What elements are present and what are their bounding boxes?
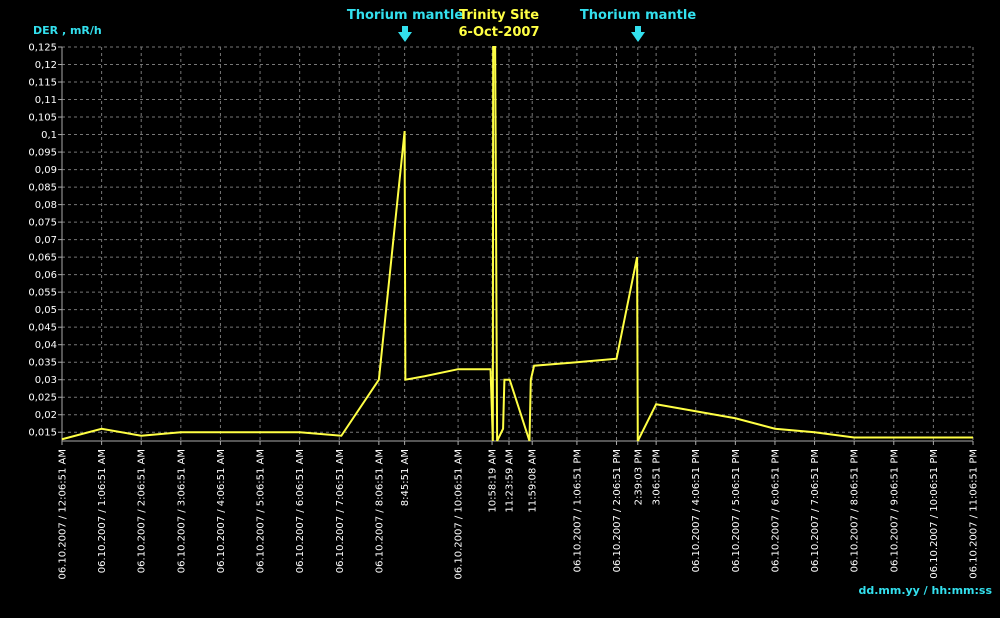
y-tick-label: 0,05 [35,305,57,316]
x-tick-label: 06.10.2007 / 10:06:51 PM [929,449,940,579]
y-tick-label: 0,125 [28,43,57,54]
y-tick-label: 0,055 [28,288,57,299]
y-tick-label: 0,015 [28,428,57,439]
x-tick-label: 06.10.2007 / 9:06:51 PM [889,449,900,572]
y-tick-label: 0,095 [28,148,57,159]
annotation: Trinity Site [459,8,539,23]
axes: 0,015 0,02 0,025 0,03 0,035 0,04 0,045 0,05 0,05… [28,43,979,580]
x-tick-label: 06.10.2007 / 1:06:51 AM [97,449,108,573]
x-tick-label: 10:58:19 AM [488,449,499,513]
x-tick-label: 06.10.2007 / 2:06:51 AM [137,449,148,573]
annotation: Thorium mantle [347,8,463,23]
y-tick-label: 0,105 [28,113,57,124]
x-tick-label: 06.10.2007 / 4:06:51 AM [216,449,227,573]
x-tick-label: 8:45:51 AM [400,449,411,506]
y-tick-label: 0,08 [35,200,57,211]
y-tick-label: 0,065 [28,253,57,264]
y-axis-label: DER , mR/h [33,24,102,37]
x-tick-label: 2:39:03 PM [633,449,644,505]
x-tick-label: 06.10.2007 / 1:06:51 PM [572,449,583,572]
x-tick-label: 06.10.2007 / 4:06:51 PM [691,449,702,572]
y-tick-label: 0,02 [35,410,57,421]
x-tick-label: 06.10.2007 / 3:06:51 AM [176,449,187,573]
x-tick-label: 06.10.2007 / 10:06:51 AM [454,449,465,580]
y-tick-label: 0,085 [28,183,57,194]
y-tick-label: 0,12 [35,60,57,71]
x-tick-label: 11:59:08 AM [528,449,539,513]
y-tick-label: 0,06 [35,270,57,281]
annotation: 6-Oct-2007 [459,25,540,40]
y-tick-label: 0,03 [35,375,57,386]
x-tick-label: 06.10.2007 / 8:06:51 AM [374,449,385,573]
arrow [631,26,645,42]
x-tick-label: 3:06:51 PM [652,449,663,505]
y-tick-label: 0,09 [35,165,57,176]
y-tick-label: 0,04 [35,340,57,351]
y-tick-label: 0,035 [28,358,57,369]
x-tick-label: 06.10.2007 / 7:06:51 PM [810,449,821,572]
x-tick-label: 06.10.2007 / 2:06:51 PM [612,449,623,572]
y-tick-label: 0,045 [28,323,57,334]
data-line [61,46,973,442]
arrow [398,26,412,42]
x-axis-label: dd.mm.yy / hh:mm:ss [858,584,992,597]
y-tick-label: 0,025 [28,393,57,404]
y-tick-label: 0,07 [35,235,57,246]
x-tick-label: 06.10.2007 / 5:06:51 AM [256,449,267,573]
y-tick-label: 0,115 [28,78,57,89]
annotation: Thorium mantle [580,8,696,23]
x-tick-label: 06.10.2007 / 6:06:51 PM [770,449,781,572]
x-tick-label: 06.10.2007 / 11:06:51 PM [969,449,980,579]
y-tick-label: 0,1 [41,130,57,141]
x-tick-label: 06.10.2007 / 6:06:51 AM [295,449,306,573]
y-tick-label: 0,11 [35,95,57,106]
x-tick-label: 06.10.2007 / 8:06:51 PM [850,449,861,572]
x-tick-label: 06.10.2007 / 12:06:51 AM [58,449,69,580]
x-tick-label: 06.10.2007 / 7:06:51 AM [335,449,346,573]
x-tick-label: 11:23:59 AM [505,449,516,513]
y-tick-label: 0,075 [28,218,57,229]
x-tick-label: 06.10.2007 / 5:06:51 PM [731,449,742,572]
